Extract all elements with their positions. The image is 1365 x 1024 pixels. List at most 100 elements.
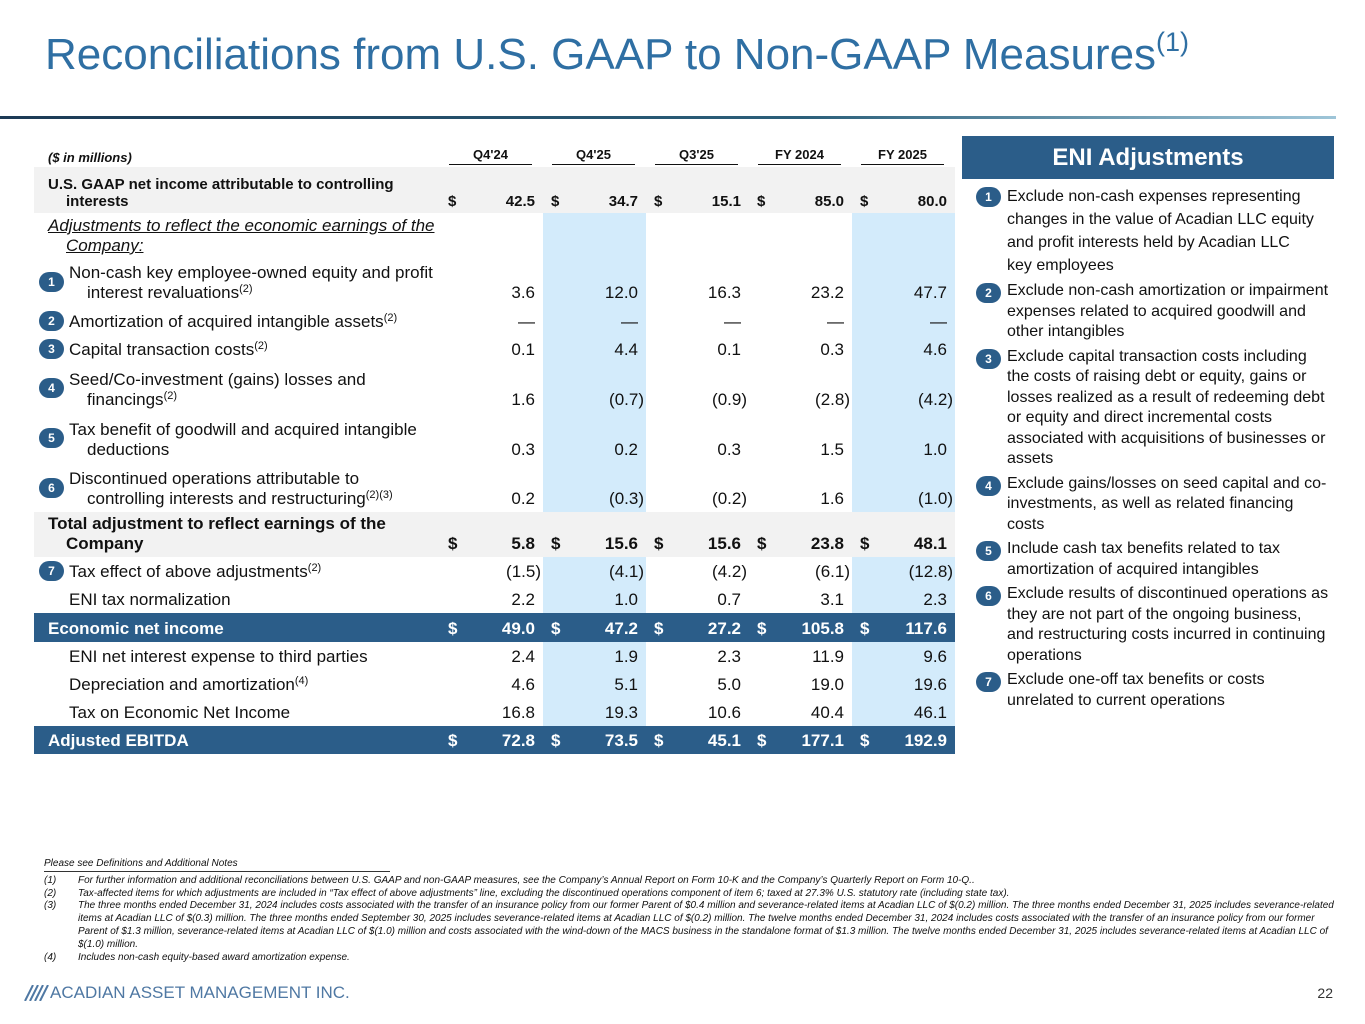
badge: 7: [976, 672, 1001, 692]
value: 80.0: [917, 193, 947, 210]
row-label-text: Capital transaction costs: [69, 340, 255, 359]
value-cell: $73.5: [543, 726, 646, 754]
value: —: [724, 312, 741, 331]
adjustment-item: 5 Include cash tax benefits related to ta…: [962, 539, 1334, 580]
company-name: ACADIAN ASSET MANAGEMENT INC.: [50, 983, 350, 1002]
value: 11.9: [812, 647, 844, 666]
row-label-text: Adjusted EBITDA: [48, 731, 189, 750]
value: 0.3: [717, 440, 741, 459]
value: 27.2: [707, 619, 741, 638]
adjustment-item: 2 Exclude non-cash amortization or impair…: [962, 281, 1334, 343]
adjustment-text: Exclude non-cash amortization or impairm…: [1007, 282, 1329, 340]
row-label-text: Adjustments to reflect the economic earn…: [48, 216, 435, 255]
table-row: Economic net income $49.0 $47.2 $27.2 $105.8…: [34, 613, 955, 642]
side-title: ENI Adjustments: [962, 136, 1334, 179]
value: 0.1: [511, 340, 535, 359]
row-label-cell: 7 Tax effect of above adjustments(2): [34, 557, 440, 585]
table-row: Total adjustment to reflect earnings of …: [34, 512, 955, 557]
value-cell: 1.5: [749, 413, 852, 463]
adjustment-text: Exclude one-off tax benefits or costs un…: [1007, 671, 1265, 709]
row-label: Non-cash key employee-owned equity and p…: [69, 263, 440, 303]
value: 10.6: [707, 703, 741, 722]
value: 19.0: [810, 675, 844, 694]
value: 15.6: [604, 534, 638, 553]
value-cell: $192.9: [852, 726, 955, 754]
currency: $: [448, 731, 458, 750]
footnote-mark: (4): [44, 951, 57, 963]
table-row: 7 Tax effect of above adjustments(2) (1.5)…: [34, 557, 955, 585]
row-label: Total adjustment to reflect earnings of …: [48, 514, 440, 554]
value-cell: 1.9: [543, 642, 646, 670]
value-cell: 19.6: [852, 670, 955, 698]
value: 47.7: [913, 283, 947, 302]
value-cell: 1.0: [852, 413, 955, 463]
value: —: [930, 312, 947, 331]
value-cell: —: [646, 306, 749, 335]
value-cell: (1.0): [852, 463, 955, 512]
row-label-text: Tax effect of above adjustments: [69, 562, 308, 581]
column-header: Q3'25: [646, 143, 749, 167]
row-label-text: Total adjustment to reflect earnings of …: [48, 514, 386, 553]
value-cell: 10.6: [646, 698, 749, 726]
footnote-intro: Please see Definitions and Additional No…: [44, 858, 238, 869]
row-label-cell: 2 Amortization of acquired intangible ass…: [34, 306, 440, 335]
currency: $: [757, 193, 766, 210]
badge: 2: [976, 283, 1001, 303]
row-label-cell: ENI net interest expense to third partie…: [34, 642, 440, 670]
value-cell: $80.0: [852, 167, 955, 213]
badge: 6: [976, 586, 1001, 606]
row-label-text: ENI net interest expense to third partie…: [69, 647, 368, 666]
value-cell: $15.1: [646, 167, 749, 213]
row-label-cell: ENI tax normalization: [34, 585, 440, 613]
badge: 3: [976, 348, 1001, 369]
footnote-text: Tax-affected items for which adjustments…: [78, 887, 1010, 899]
adjustment-item: 4 Exclude gains/losses on seed capital an…: [962, 474, 1334, 536]
value-cell: —: [749, 306, 852, 335]
value-cell: 3.6: [440, 258, 543, 306]
row-label: Tax benefit of goodwill and acquired int…: [69, 420, 440, 460]
badge: 1: [39, 272, 64, 292]
value-cell: (0.2): [646, 463, 749, 512]
value-cell: —: [852, 306, 955, 335]
row-label-cell: Adjustments to reflect the economic earn…: [34, 213, 440, 258]
footnote-mark: (2): [44, 887, 57, 899]
column-header-text: Q3'25: [655, 147, 738, 165]
table-row: Adjustments to reflect the economic earn…: [34, 213, 955, 258]
column-header: FY 2024: [749, 143, 852, 167]
value-cell: 19.0: [749, 670, 852, 698]
value-cell: $5.8: [440, 512, 543, 557]
value: 3.6: [511, 283, 535, 302]
currency: $: [448, 619, 458, 638]
value-cell: 0.3: [646, 413, 749, 463]
value: 0.3: [511, 440, 535, 459]
table-row: ENI tax normalization 2.2 1.0 0.7 3.1 2.3: [34, 585, 955, 613]
column-header: FY 2025: [852, 143, 955, 167]
value-cell: 2.2: [440, 585, 543, 613]
value: 49.0: [501, 619, 535, 638]
badge: 4: [39, 378, 64, 398]
value-cell: (0.9): [646, 363, 749, 413]
value-cell: $45.1: [646, 726, 749, 754]
value: (0.7): [609, 390, 644, 409]
value-cell: [440, 213, 543, 258]
value: 0.7: [717, 590, 741, 609]
value-cell: 0.3: [440, 413, 543, 463]
value: (0.9): [712, 390, 747, 409]
value-cell: $34.7: [543, 167, 646, 213]
row-label-sup: (2): [239, 283, 253, 295]
table-row: 3 Capital transaction costs(2) 0.1 4.4 0.1 0.…: [34, 335, 955, 363]
row-label-text: Tax on Economic Net Income: [69, 703, 291, 722]
value: 4.6: [511, 675, 535, 694]
value: 2.3: [923, 590, 947, 609]
table-row: 1 Non-cash key employee-owned equity and …: [34, 258, 955, 306]
value: 5.8: [511, 534, 535, 553]
value: 73.5: [604, 731, 638, 750]
value: (4.1): [609, 562, 644, 581]
value: 0.2: [511, 489, 535, 508]
adjustment-text: Exclude capital transaction costs includ…: [1007, 347, 1326, 468]
row-label-cell: 1 Non-cash key employee-owned equity and …: [34, 258, 440, 306]
value: 47.2: [604, 619, 638, 638]
value-cell: 19.3: [543, 698, 646, 726]
value: 0.3: [820, 340, 844, 359]
